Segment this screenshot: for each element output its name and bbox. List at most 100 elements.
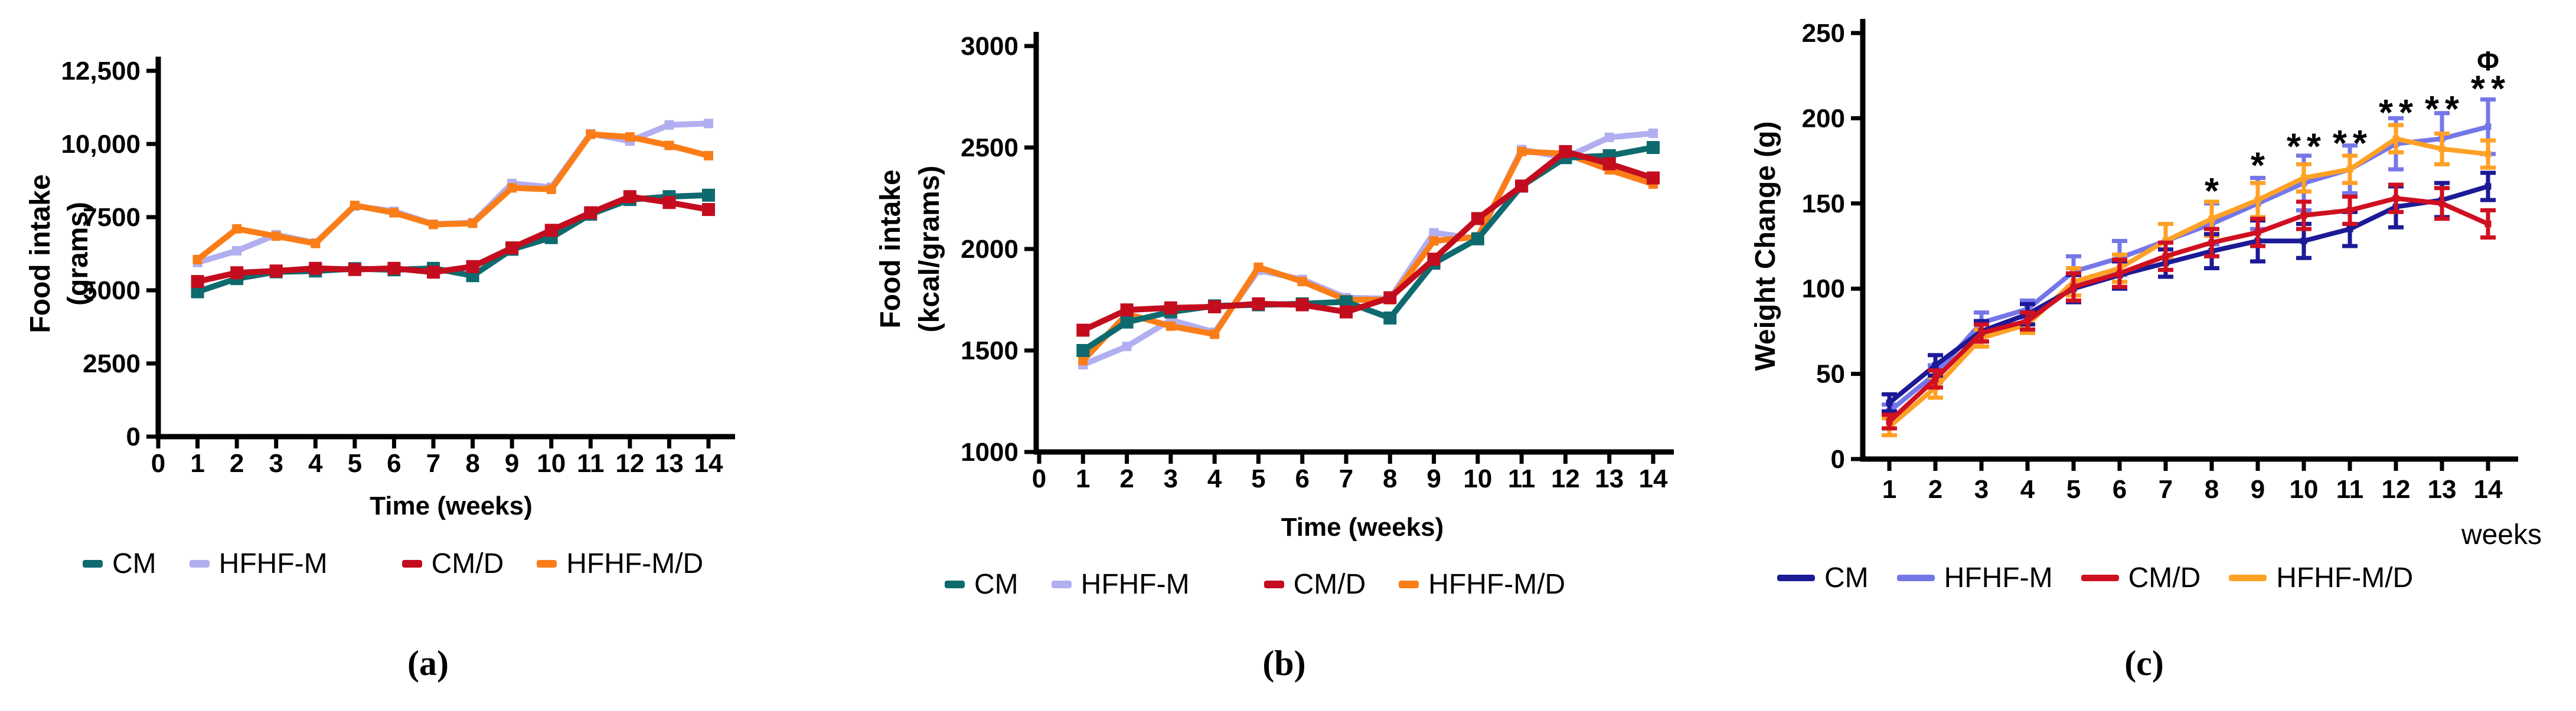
series-marker-HFHF-M/D bbox=[546, 184, 556, 194]
series-marker-CM/D bbox=[623, 190, 636, 204]
series-line-CM/D bbox=[1888, 196, 2489, 424]
x-tick-label: 12 bbox=[2382, 475, 2411, 504]
legend-label-CM: CM bbox=[1824, 562, 1869, 594]
series-marker-CM/D bbox=[1208, 300, 1222, 314]
x-tick-label: 14 bbox=[2474, 475, 2503, 504]
series-marker-CM/D bbox=[1932, 375, 1939, 382]
x-tick-label: 1 bbox=[1076, 464, 1090, 493]
series-marker-HFHF-M/D bbox=[1253, 262, 1263, 272]
legend-label-HFHF-M/D: HFHF-M/D bbox=[566, 548, 704, 579]
y-tick-label: 1000 bbox=[961, 438, 1018, 467]
series-marker-HFHF-M bbox=[2484, 123, 2492, 130]
legend-swatch-HFHF-M/D bbox=[1399, 581, 1419, 588]
asterisk-significance-marker: * bbox=[2205, 171, 2219, 212]
legend-swatch-CM bbox=[1777, 575, 1815, 581]
series-line-HFHF-M/D bbox=[195, 131, 710, 262]
x-tick-label: 4 bbox=[1207, 464, 1222, 493]
series-marker-CM bbox=[1076, 344, 1090, 357]
series-marker-CM/D bbox=[2162, 253, 2169, 260]
x-tick-label: 8 bbox=[1383, 464, 1397, 493]
series-marker-CM/D bbox=[1978, 329, 1985, 336]
series-marker-CM/D bbox=[1120, 303, 1134, 317]
legend-swatch-HFHF-M bbox=[1896, 575, 1935, 581]
x-tick-label: 9 bbox=[505, 449, 519, 478]
x-tick-label: 2 bbox=[230, 449, 244, 478]
caption-c: (c) bbox=[2124, 644, 2164, 683]
legend-label-CM: CM bbox=[974, 569, 1018, 600]
x-tick-label: 7 bbox=[1339, 464, 1353, 493]
caption-a: (a) bbox=[407, 644, 449, 683]
legend-label-CM/D: CM/D bbox=[1293, 569, 1366, 600]
series-marker-HFHF-M/D bbox=[625, 132, 635, 142]
panel-a: 0 2500 5000 7500 10,000 12,500 0 1 2 3 4 5 6 7 8 9 10 11 1… bbox=[0, 0, 856, 711]
series-marker-HFHF-M/D bbox=[2392, 135, 2399, 142]
series-marker-CM bbox=[2484, 183, 2492, 190]
series-marker-CM/D bbox=[1427, 253, 1441, 266]
series-marker-HFHF-M/D bbox=[429, 219, 438, 230]
x-tick-label: 2 bbox=[1119, 464, 1134, 493]
series-marker-CM/D bbox=[2438, 200, 2446, 207]
x-tick-label: 8 bbox=[465, 449, 479, 478]
legend-item-CM/D: CM/D bbox=[401, 548, 504, 580]
series-marker-HFHF-M bbox=[1648, 128, 1658, 138]
y-tick-label: 5000 bbox=[83, 276, 141, 305]
series-marker-CM/D bbox=[2024, 317, 2031, 325]
series-marker-HFHF-M/D bbox=[1210, 329, 1220, 339]
caption-b: (b) bbox=[1262, 644, 1306, 683]
legend-label-HFHF-M/D: HFHF-M/D bbox=[1428, 569, 1566, 600]
x-tick-label: 0 bbox=[1032, 464, 1046, 493]
series-line-CM bbox=[1081, 145, 1654, 353]
series-marker-HFHF-M/D bbox=[2346, 166, 2353, 173]
series-marker-CM/D bbox=[269, 264, 283, 278]
series-marker-CM/D bbox=[2300, 212, 2307, 219]
x-tick-label: 14 bbox=[1639, 464, 1668, 493]
x-tick-label: 11 bbox=[577, 449, 605, 478]
legend-label-CM/D: CM/D bbox=[431, 548, 504, 579]
series-line-CM bbox=[1888, 184, 2489, 405]
legend-swatch-HFHF-M bbox=[189, 560, 210, 568]
x-tick-label: 2 bbox=[1928, 475, 1942, 504]
series-marker-CM bbox=[191, 285, 204, 299]
x-axis-title: Time (weeks) bbox=[1281, 513, 1444, 542]
legend-label-HFHF-M: HFHF-M bbox=[1944, 562, 2053, 594]
x-tick-label: 5 bbox=[1251, 464, 1265, 493]
y-axis-title: Weight Change (g) bbox=[1750, 121, 1781, 371]
asterisk-significance-marker: * bbox=[2353, 123, 2368, 164]
legend-label-HFHF-M: HFHF-M bbox=[218, 548, 328, 579]
series-marker-CM/D bbox=[1295, 298, 1309, 312]
y-tick-label: 1500 bbox=[961, 336, 1018, 365]
series-marker-CM/D bbox=[2070, 283, 2077, 290]
series-marker-CM/D bbox=[584, 206, 598, 219]
series-marker-CM/D bbox=[1252, 297, 1265, 310]
y-tick-label: 200 bbox=[1802, 104, 1845, 133]
x-tick-label: 13 bbox=[1595, 464, 1624, 493]
x-tick-label: 9 bbox=[1426, 464, 1441, 493]
series-marker-CM/D bbox=[1340, 305, 1353, 319]
series-marker-CM bbox=[2346, 225, 2353, 232]
legend-swatch-CM bbox=[945, 581, 965, 588]
x-tick-label: 1 bbox=[1882, 475, 1896, 504]
legend-swatch-HFHF-M/D bbox=[537, 560, 557, 568]
series-marker-CM/D bbox=[1471, 212, 1484, 225]
series-marker-HFHF-M bbox=[704, 119, 713, 129]
series-marker-HFHF-M/D bbox=[1165, 321, 1176, 331]
series-marker-CM/D bbox=[1559, 145, 1572, 158]
x-tick-label: 0 bbox=[151, 449, 165, 478]
series-marker-CM/D bbox=[2346, 207, 2353, 214]
series-marker-HFHF-M bbox=[232, 246, 242, 256]
x-tick-label: 5 bbox=[2066, 475, 2081, 504]
x-tick-label: 13 bbox=[655, 449, 684, 478]
series-marker-CM/D bbox=[1164, 301, 1177, 314]
x-tick-label: 9 bbox=[2251, 475, 2265, 504]
x-tick-label: 7 bbox=[2159, 475, 2173, 504]
legend-item-HFHF-M: HFHF-M bbox=[189, 548, 328, 580]
series-marker-CM bbox=[1383, 311, 1397, 325]
series-marker-HFHF-M/D bbox=[1078, 356, 1088, 366]
asterisk-significance-marker: * bbox=[2287, 127, 2301, 168]
series-marker-CM/D bbox=[505, 241, 519, 255]
series-marker-HFHF-M/D bbox=[350, 201, 360, 211]
legend-item-HFHF-M/D: HFHF-M/D bbox=[1399, 568, 1565, 601]
series-marker-CM/D bbox=[1886, 418, 1893, 425]
